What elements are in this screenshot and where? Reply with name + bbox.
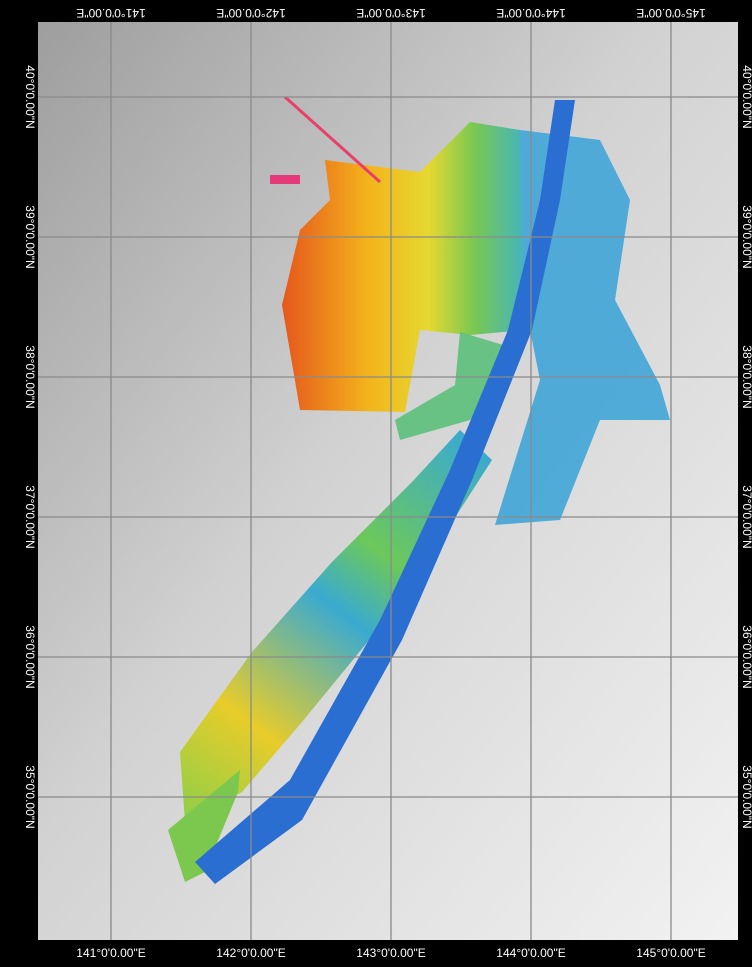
longitude-label-bottom: 145°0'0.00"E: [636, 946, 705, 960]
latitude-label-right: 35°0'0.00"N: [740, 765, 752, 828]
longitude-label-top: 142°0'0.00"E: [216, 6, 285, 20]
map-background: [38, 22, 738, 940]
map-view: 141°0'0.00"E 141°0'0.00"E 142°0'0.00"E 142°…: [0, 0, 752, 967]
latitude-label-right: 37°0'0.00"N: [740, 485, 752, 548]
longitude-label-top: 145°0'0.00"E: [636, 6, 705, 20]
longitude-label-top: 144°0'0.00"E: [496, 6, 565, 20]
latitude-label-right: 40°0'0.00"N: [740, 65, 752, 128]
longitude-label-bottom: 142°0'0.00"E: [216, 946, 285, 960]
longitude-label-bottom: 143°0'0.00"E: [356, 946, 425, 960]
latitude-label-right: 39°0'0.00"N: [740, 205, 752, 268]
latitude-label-left: 35°0'0.00"N: [23, 765, 37, 828]
longitude-label-bottom: 144°0'0.00"E: [496, 946, 565, 960]
longitude-label-top: 143°0'0.00"E: [356, 6, 425, 20]
longitude-label-top: 141°0'0.00"E: [76, 6, 145, 20]
latitude-label-left: 36°0'0.00"N: [23, 625, 37, 688]
latitude-label-right: 36°0'0.00"N: [740, 625, 752, 688]
longitude-label-bottom: 141°0'0.00"E: [76, 946, 145, 960]
latitude-label-left: 37°0'0.00"N: [23, 485, 37, 548]
latitude-label-left: 38°0'0.00"N: [23, 345, 37, 408]
latitude-label-left: 39°0'0.00"N: [23, 205, 37, 268]
latitude-label-right: 38°0'0.00"N: [740, 345, 752, 408]
page: 141°0'0.00"E 141°0'0.00"E 142°0'0.00"E 142°…: [0, 0, 752, 967]
latitude-label-left: 40°0'0.00"N: [23, 65, 37, 128]
